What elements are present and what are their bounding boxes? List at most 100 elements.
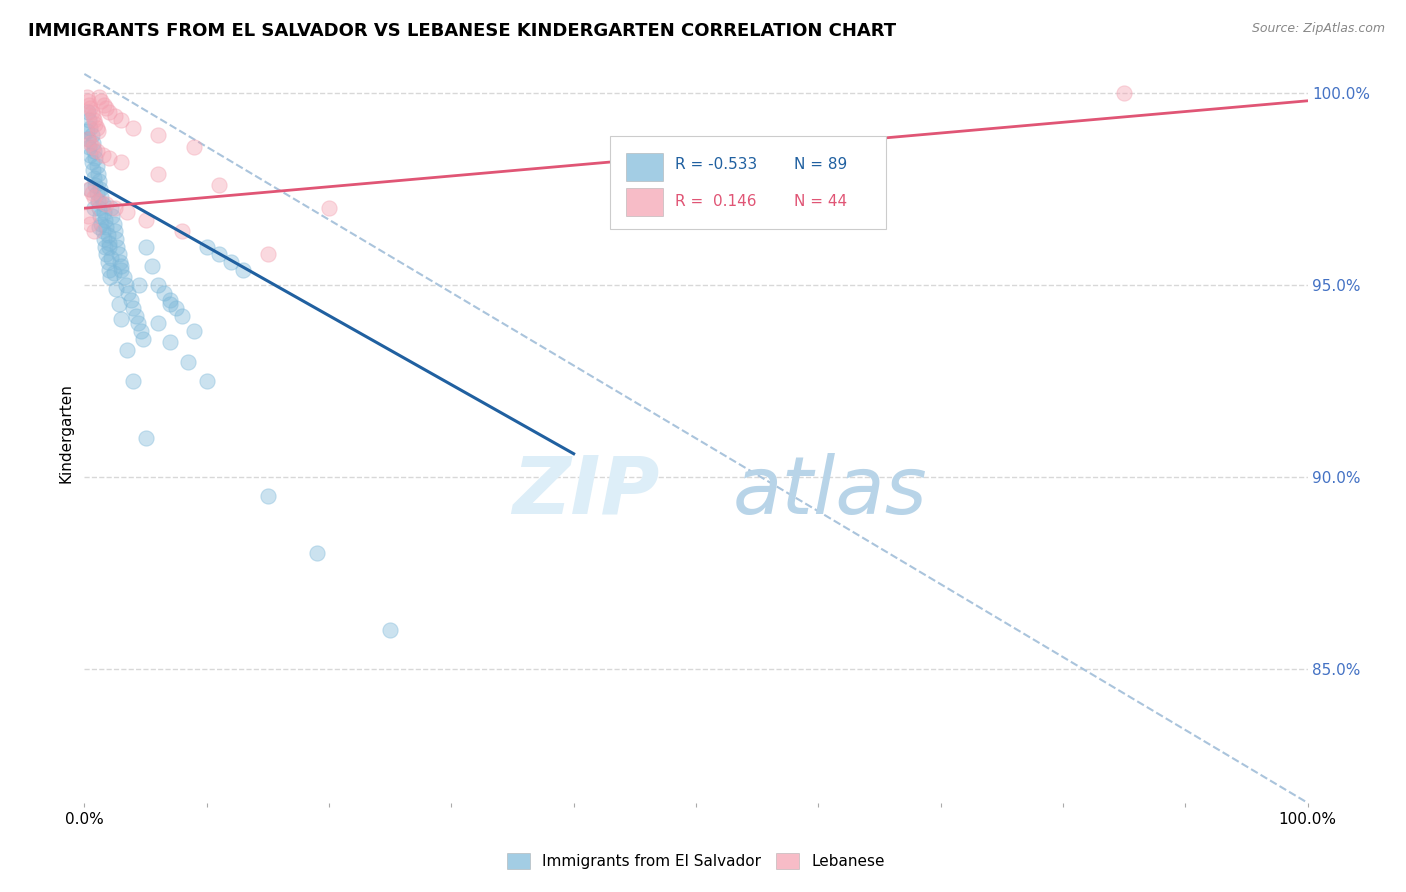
Point <box>104 201 127 215</box>
Point <box>305 546 328 560</box>
Point <box>94 212 117 227</box>
Point <box>83 113 105 128</box>
Point <box>100 251 122 265</box>
Text: N = 89: N = 89 <box>794 157 846 172</box>
Point <box>115 205 138 219</box>
Point <box>153 285 176 300</box>
Point <box>87 174 110 188</box>
Point <box>110 155 132 169</box>
Point <box>77 140 100 154</box>
Point <box>79 182 101 196</box>
Point <box>79 136 101 150</box>
Point <box>91 147 114 161</box>
Legend: Immigrants from El Salvador, Lebanese: Immigrants from El Salvador, Lebanese <box>508 854 884 869</box>
Point <box>177 354 200 368</box>
Point <box>79 120 101 135</box>
Point <box>97 255 120 269</box>
Point <box>93 232 115 246</box>
Point <box>87 201 110 215</box>
Point <box>77 94 100 108</box>
Point <box>97 239 120 253</box>
Point <box>104 224 127 238</box>
Text: IMMIGRANTS FROM EL SALVADOR VS LEBANESE KINDERGARTEN CORRELATION CHART: IMMIGRANTS FROM EL SALVADOR VS LEBANESE … <box>28 22 896 40</box>
Point <box>135 212 157 227</box>
Point <box>97 228 120 243</box>
Point <box>82 109 104 123</box>
Point <box>83 224 105 238</box>
Point <box>318 201 340 215</box>
Point <box>159 297 181 311</box>
Point <box>165 301 187 315</box>
Point <box>195 374 218 388</box>
Point <box>112 270 135 285</box>
Point <box>380 623 402 637</box>
Point <box>84 117 107 131</box>
Point <box>97 105 120 120</box>
Point <box>90 217 112 231</box>
Point <box>122 374 145 388</box>
Point <box>172 224 194 238</box>
Point <box>98 270 121 285</box>
Point <box>172 309 194 323</box>
Text: N = 44: N = 44 <box>794 194 846 209</box>
Point <box>110 259 132 273</box>
Point <box>107 247 129 261</box>
Point <box>79 102 101 116</box>
Point <box>83 201 105 215</box>
Point <box>77 97 100 112</box>
Point <box>107 297 129 311</box>
Point <box>77 113 100 128</box>
Point <box>80 186 103 200</box>
Point <box>96 197 118 211</box>
Point <box>83 190 105 204</box>
Point <box>90 94 112 108</box>
Point <box>125 309 148 323</box>
Point <box>76 124 98 138</box>
Point <box>77 209 100 223</box>
Point <box>132 332 155 346</box>
Point <box>86 120 108 135</box>
Point <box>146 128 169 143</box>
Point <box>97 152 120 166</box>
Text: R =  0.146: R = 0.146 <box>675 194 756 209</box>
Point <box>87 90 110 104</box>
Point <box>80 128 103 143</box>
Point <box>195 239 218 253</box>
Point <box>103 267 125 281</box>
Text: ZIP: ZIP <box>512 453 659 531</box>
Point <box>135 431 157 445</box>
Point <box>82 162 104 177</box>
Point <box>115 277 138 292</box>
Point <box>77 182 100 196</box>
Point <box>183 324 205 338</box>
Point <box>80 105 103 120</box>
Point <box>77 105 100 120</box>
Point <box>96 220 118 235</box>
Point <box>146 167 169 181</box>
Point <box>232 262 254 277</box>
Point <box>82 136 104 150</box>
Point <box>79 217 101 231</box>
Point <box>100 201 122 215</box>
Point <box>91 197 114 211</box>
FancyBboxPatch shape <box>626 153 664 181</box>
Point <box>110 262 132 277</box>
Point <box>96 102 118 116</box>
Point <box>159 335 181 350</box>
Point <box>83 170 105 185</box>
Point <box>183 140 205 154</box>
Point <box>110 113 132 128</box>
Y-axis label: Kindergarten: Kindergarten <box>58 383 73 483</box>
Point <box>115 343 138 358</box>
Point <box>86 144 108 158</box>
Point <box>79 147 101 161</box>
Point <box>94 239 117 253</box>
Point <box>219 255 242 269</box>
Point <box>129 324 152 338</box>
Point <box>159 293 181 308</box>
Point <box>84 152 107 166</box>
Point <box>127 316 149 330</box>
Point <box>82 140 104 154</box>
Point <box>146 316 169 330</box>
Point <box>1114 86 1136 100</box>
